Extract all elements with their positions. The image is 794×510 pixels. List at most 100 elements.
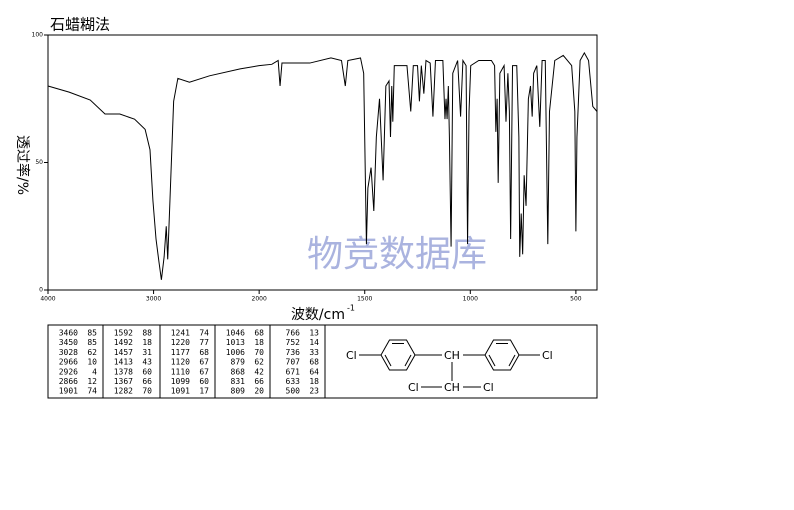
- peak-wavenumber: 1220: [171, 338, 190, 347]
- x-tick-label: 500: [570, 296, 582, 303]
- peak-wavenumber: 831: [231, 377, 246, 386]
- peak-wavenumber: 2866: [59, 377, 78, 386]
- peak-transmittance: 20: [254, 387, 264, 396]
- peak-wavenumber: 1457: [114, 348, 133, 357]
- peak-transmittance: 4: [92, 367, 97, 376]
- peak-transmittance: 70: [142, 387, 152, 396]
- peak-wavenumber: 2966: [59, 358, 78, 367]
- peak-wavenumber: 1099: [171, 377, 190, 386]
- x-tick-label: 1500: [357, 296, 372, 303]
- x-axis-label: 波数/cm: [291, 307, 345, 323]
- peak-transmittance: 43: [142, 358, 152, 367]
- y-tick-label: 0: [39, 287, 43, 294]
- atom-label: Cl: [408, 381, 419, 394]
- atom-label: Cl: [483, 381, 494, 394]
- peak-transmittance: 18: [254, 338, 264, 347]
- peak-wavenumber: 868: [231, 367, 246, 376]
- peak-transmittance: 68: [199, 348, 209, 357]
- y-axis-label: 透过率/%: [14, 135, 31, 195]
- chart-title: 石蜡糊法: [50, 16, 110, 34]
- peak-wavenumber: 1901: [59, 387, 78, 396]
- x-tick-label: 2000: [252, 296, 267, 303]
- peak-transmittance: 17: [199, 387, 209, 396]
- peak-wavenumber: 1006: [226, 348, 245, 357]
- peak-wavenumber: 1282: [114, 387, 133, 396]
- peak-wavenumber: 3460: [59, 329, 78, 338]
- peak-wavenumber: 766: [286, 329, 301, 338]
- peak-transmittance: 12: [87, 377, 97, 386]
- peak-wavenumber: 1046: [226, 329, 245, 338]
- peak-wavenumber: 671: [286, 367, 301, 376]
- double-bond: [384, 354, 392, 367]
- peak-transmittance: 74: [87, 387, 97, 396]
- x-tick-label: 3000: [146, 296, 161, 303]
- peak-wavenumber: 633: [286, 377, 301, 386]
- peak-transmittance: 70: [254, 348, 264, 357]
- x-tick-label: 1000: [463, 296, 478, 303]
- spectrum-line: [47, 51, 598, 280]
- peak-transmittance: 88: [142, 329, 152, 338]
- double-bond: [508, 354, 516, 367]
- y-tick-label: 50: [35, 159, 43, 166]
- peak-transmittance: 31: [142, 348, 152, 357]
- double-bond: [404, 354, 412, 367]
- peak-wavenumber: 1413: [114, 358, 133, 367]
- peak-table-frame: [47, 324, 598, 399]
- peak-wavenumber: 500: [286, 387, 301, 396]
- peak-wavenumber: 1367: [114, 377, 133, 386]
- peak-wavenumber: 707: [286, 358, 301, 367]
- peak-transmittance: 62: [87, 348, 97, 357]
- peak-transmittance: 13: [309, 329, 319, 338]
- peak-transmittance: 60: [142, 367, 152, 376]
- peak-transmittance: 67: [199, 358, 209, 367]
- peak-transmittance: 23: [309, 387, 319, 396]
- peak-transmittance: 66: [254, 377, 264, 386]
- peak-transmittance: 60: [199, 377, 209, 386]
- peak-transmittance: 18: [142, 338, 152, 347]
- peak-wavenumber: 1013: [226, 338, 245, 347]
- peak-wavenumber: 1378: [114, 367, 133, 376]
- peak-transmittance: 18: [309, 377, 319, 386]
- peak-transmittance: 42: [254, 367, 264, 376]
- peak-table: 3460 85 3450 85 3028 62 2966 10 2926 4 2866 12 1901 7…: [59, 325, 326, 398]
- peak-transmittance: 64: [309, 367, 319, 376]
- peak-transmittance: 77: [199, 338, 209, 347]
- peak-transmittance: 74: [199, 329, 209, 338]
- peak-wavenumber: 809: [231, 387, 246, 396]
- peak-transmittance: 68: [254, 329, 264, 338]
- peak-wavenumber: 1120: [171, 358, 190, 367]
- structure-drawing: [359, 339, 540, 388]
- peak-transmittance: 67: [199, 367, 209, 376]
- peak-wavenumber: 3028: [59, 348, 78, 357]
- peak-transmittance: 85: [87, 329, 97, 338]
- double-bond: [488, 354, 496, 367]
- peak-wavenumber: 1177: [171, 348, 190, 357]
- atom-label: Cl: [346, 349, 357, 362]
- peak-wavenumber: 1592: [114, 329, 133, 338]
- peak-wavenumber: 1492: [114, 338, 133, 347]
- peak-transmittance: 33: [309, 348, 319, 357]
- peak-transmittance: 10: [87, 358, 97, 367]
- peak-wavenumber: 879: [231, 358, 246, 367]
- atom-label: CH: [444, 349, 460, 362]
- x-axis-label-superscript: -1: [347, 304, 355, 313]
- peak-transmittance: 62: [254, 358, 264, 367]
- peak-transmittance: 85: [87, 338, 97, 347]
- peak-transmittance: 68: [309, 358, 319, 367]
- peak-wavenumber: 3450: [59, 338, 78, 347]
- y-tick-label: 100: [32, 32, 44, 39]
- peak-wavenumber: 1091: [171, 387, 190, 396]
- peak-wavenumber: 752: [286, 338, 301, 347]
- peak-wavenumber: 2926: [59, 367, 78, 376]
- peak-transmittance: 14: [309, 338, 319, 347]
- atom-label: Cl: [542, 349, 553, 362]
- benzene-ring: [380, 339, 416, 371]
- peak-wavenumber: 1241: [171, 329, 190, 338]
- x-tick-label: 4000: [40, 296, 55, 303]
- peak-transmittance: 66: [142, 377, 152, 386]
- peak-wavenumber: 736: [286, 348, 301, 357]
- peak-wavenumber: 1110: [171, 367, 190, 376]
- atom-label: CH: [444, 381, 460, 394]
- watermark: 物竞数据库: [307, 234, 487, 275]
